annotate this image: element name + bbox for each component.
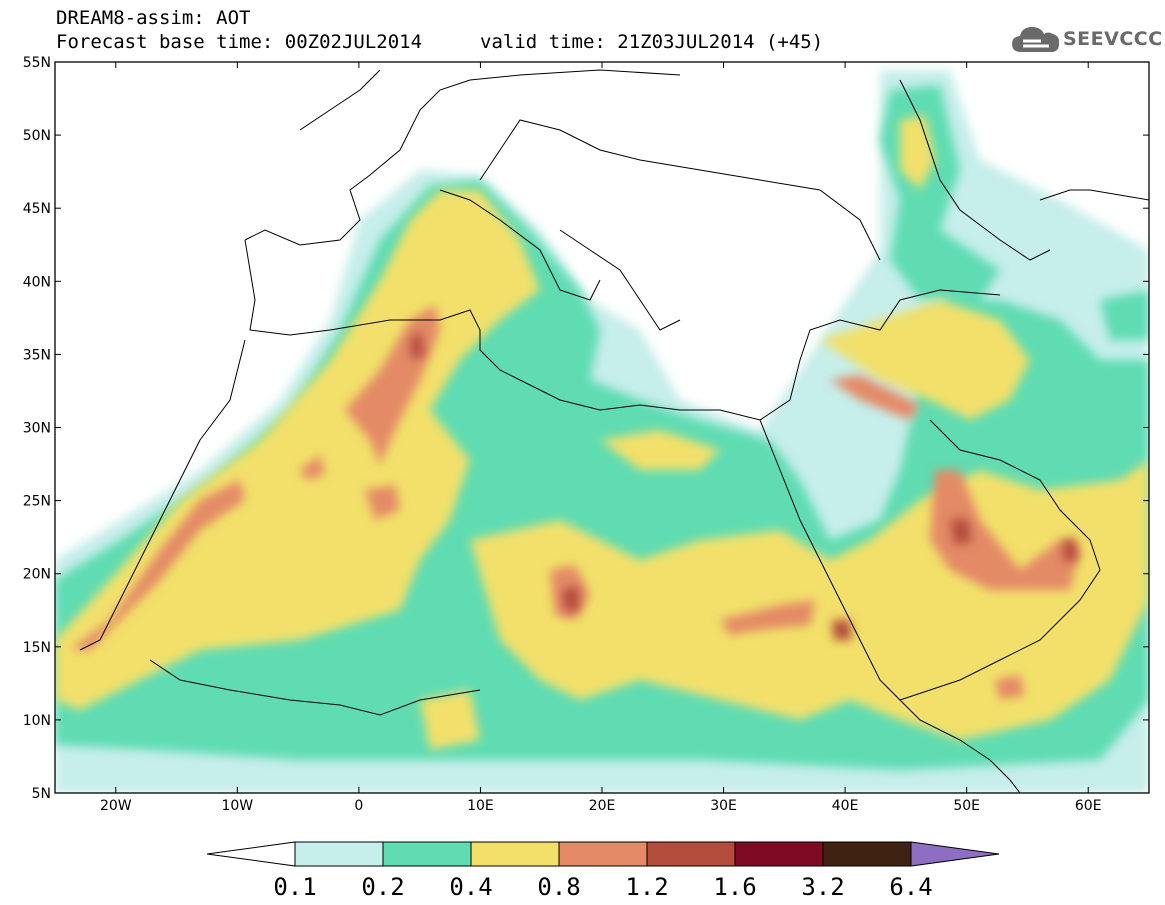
colorbar-swatch [734,841,824,867]
lat-label-55N: 55N [23,55,51,71]
colorbar-level-label: 1.6 [713,873,757,901]
aot-field [55,62,1149,793]
longitude-labels: 20W 10W 0 10E 20E 30E 40E 50E 60E [100,798,1102,814]
colorbar-upper-arrow [910,841,1000,867]
lat-label-15N: 15N [23,640,51,656]
colorbar-level-label: 1.2 [625,873,669,901]
lat-label-25N: 25N [23,494,51,510]
colorbar [206,841,1000,867]
colorbar-level-label: 0.4 [449,873,493,901]
lat-label-50N: 50N [23,128,51,144]
colorbar-level-label: 0.2 [361,873,405,901]
latitude-labels: 55N 50N 45N 40N 35N 30N 25N 20N 15N 10N 5N [23,55,51,802]
lon-label-10E: 10E [467,798,494,814]
colorbar-level-label: 3.2 [801,873,845,901]
lon-label-50E: 50E [953,798,980,814]
aot-band-1.2 [410,330,1078,640]
lon-label-20W: 20W [100,798,132,814]
colorbar-swatch [382,841,472,867]
coastlines [79,69,1149,793]
colorbar-lower-arrow [206,841,296,867]
lon-label-60E: 60E [1075,798,1102,814]
lat-label-35N: 35N [23,347,51,363]
lon-label-30E: 30E [710,798,737,814]
lon-label-0: 0 [354,798,363,814]
lon-label-10W: 10W [221,798,253,814]
map-title: DREAM8-assim: AOT [56,7,251,29]
forecast-base-time: Forecast base time: 00Z02JUL2014 [56,31,423,53]
colorbar-swatch [470,841,560,867]
seevccc-logo: SEEVCCC [1011,20,1162,60]
lat-label-40N: 40N [23,274,51,290]
logo-text: SEEVCCC [1063,28,1163,50]
colorbar-swatch [558,841,648,867]
colorbar-level-label: 0.1 [273,873,317,901]
colorbar-level-label: 6.4 [889,873,933,901]
valid-time: valid time: 21Z03JUL2014 (+45) [480,31,824,53]
colorbar-level-label: 0.8 [537,873,581,901]
lat-label-30N: 30N [23,421,51,437]
colorbar-swatch [646,841,736,867]
lon-label-40E: 40E [832,798,859,814]
colorbar-swatch [822,841,912,867]
lat-label-20N: 20N [23,567,51,583]
lat-label-10N: 10N [23,713,51,729]
lat-label-5N: 5N [32,786,51,802]
lat-label-45N: 45N [23,201,51,217]
cloud-icon [1012,27,1060,52]
colorbar-swatch [294,841,384,867]
lon-label-20E: 20E [589,798,616,814]
tick-marks [55,61,1149,794]
